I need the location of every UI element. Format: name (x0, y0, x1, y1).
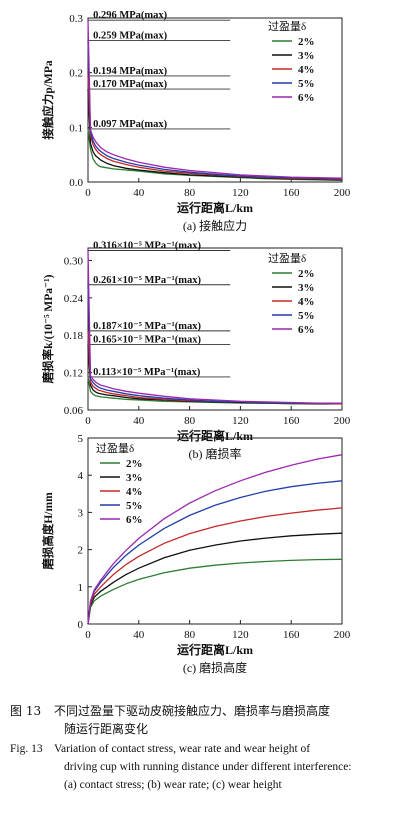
caption-cn-text-2: 随运行距离变化 (64, 722, 149, 736)
x-axis-label: 运行距离L/km (177, 200, 253, 215)
x-tick-label: 80 (184, 187, 196, 199)
series-line-5pct (87, 40, 343, 180)
chart-panel-2: 0 40 80 120 160 200 0.06 0.12 0.18 0.24 0.30 运行距离L/… (41, 240, 351, 461)
caption-english: Fig. 13 Variation of contact stress, wear… (10, 740, 402, 794)
x-tick-label: 200 (334, 629, 351, 641)
caption-cn-label: 图 13 (10, 704, 42, 718)
panel-caption: (b) 磨损率 (189, 446, 242, 461)
x-tick-label: 0 (85, 415, 91, 427)
x-tick-label: 160 (283, 629, 300, 641)
caption-chinese: 图 13 不同过盈量下驱动皮碗接触应力、磨损率与磨损高度 随运行距离变化 (10, 702, 402, 738)
chart-panel-1: 0 40 80 120 160 200 0.0 0.1 0.2 0.3 运行距离L/km 接触应力p/… (41, 10, 351, 233)
legend-title: 过盈量δ (268, 252, 306, 265)
max-annotation: 0.187×10⁻⁵ MPa⁻¹(max) (93, 321, 201, 332)
max-annotation: 0.097 MPa(max) (93, 119, 168, 130)
plot-frame (87, 437, 343, 625)
x-tick-label: 40 (133, 187, 145, 199)
legend-label: 5% (126, 500, 143, 512)
legend-label: 6% (126, 514, 143, 526)
x-tick-label: 120 (232, 187, 249, 199)
y-tick-label: 0.1 (69, 122, 83, 134)
y-tick-label: 0.12 (64, 368, 83, 380)
legend-label: 4% (298, 296, 315, 308)
y-axis-label: 磨损高度H/mm (41, 492, 55, 571)
chart-panel-3: 0 40 80 120 160 200 0 1 2 3 4 5 运行距离L/km 磨损高度H/mm (c) … (41, 433, 351, 675)
series-line-3pct (87, 532, 343, 625)
x-axis-label: 运行距离L/km (177, 428, 253, 443)
y-tick-label: 0.18 (64, 330, 84, 342)
y-tick-label: 5 (78, 433, 84, 445)
legend-label: 2% (298, 268, 315, 280)
legend-label: 6% (298, 324, 315, 336)
legend-label: 2% (126, 458, 143, 470)
legend-label: 4% (126, 486, 143, 498)
y-tick-label: 0.06 (64, 405, 84, 417)
caption-cn-text: 不同过盈量下驱动皮碗接触应力、磨损率与磨损高度 (54, 704, 331, 718)
max-annotation: 0.170 MPa(max) (93, 79, 168, 90)
x-tick-label: 40 (133, 629, 145, 641)
y-tick-label: 0.3 (69, 13, 83, 25)
max-annotation: 0.259 MPa(max) (93, 30, 168, 41)
series-line-2pct (87, 558, 343, 625)
legend-label: 5% (298, 78, 315, 90)
y-tick-label: 0.0 (69, 177, 83, 189)
y-tick-label: 3 (78, 507, 84, 519)
series-line-4pct (87, 507, 343, 625)
x-tick-label: 200 (334, 187, 351, 199)
legend-title: 过盈量δ (96, 442, 134, 455)
x-axis-label: 运行距离L/km (177, 642, 253, 657)
plot-frame (87, 247, 343, 411)
caption-en-text-3: (a) contact stress; (b) wear rate; (c) w… (64, 779, 282, 791)
y-tick-label: 4 (78, 470, 84, 482)
x-tick-label: 160 (283, 187, 300, 199)
x-tick-label: 40 (133, 415, 145, 427)
caption-en-label: Fig. 13 (10, 743, 43, 755)
legend-label: 3% (126, 472, 143, 484)
x-tick-label: 200 (334, 415, 351, 427)
max-annotation: 0.113×10⁻⁵ MPa⁻¹(max) (93, 367, 201, 378)
y-tick-label: 1 (78, 582, 84, 594)
max-annotation: 0.165×10⁻⁵ MPa⁻¹(max) (93, 335, 201, 346)
y-tick-label: 0.30 (64, 255, 84, 267)
panel-caption: (a) 接触应力 (183, 218, 247, 233)
y-axis-label: 磨损率k/(10⁻⁵ MPa⁻¹) (41, 274, 55, 384)
x-tick-label: 80 (184, 415, 196, 427)
y-tick-label: 0.24 (64, 293, 84, 305)
x-tick-label: 120 (232, 629, 249, 641)
max-annotation: 0.194 MPa(max) (93, 66, 168, 77)
series-line-6pct (87, 454, 343, 625)
figure-13: 0 40 80 120 160 2000.00.10.20.3运行距离L/km接触应力p/… (41, 10, 351, 675)
panel-caption: (c) 磨损高度 (183, 660, 247, 675)
x-tick-label: 160 (283, 415, 300, 427)
x-tick-label: 0 (85, 187, 91, 199)
legend-title: 过盈量δ (268, 20, 306, 33)
legend-label: 6% (298, 92, 315, 104)
max-annotation: 0.316×10⁻⁵ MPa⁻¹(max) (93, 240, 201, 251)
legend-label: 2% (298, 36, 315, 48)
y-tick-label: 0 (78, 619, 84, 631)
max-annotation: 0.261×10⁻⁵ MPa⁻¹(max) (93, 275, 201, 286)
legend-label: 5% (298, 310, 315, 322)
legend-label: 3% (298, 282, 315, 294)
series-line-6pct (87, 20, 343, 179)
legend-label: 4% (298, 64, 315, 76)
caption-en-text-2: driving cup with running distance under … (64, 761, 352, 773)
x-tick-label: 80 (184, 629, 196, 641)
series-line-5pct (87, 480, 343, 625)
caption-en-text: Variation of contact stress, wear rate a… (54, 743, 311, 755)
x-tick-label: 120 (232, 415, 249, 427)
series-line-6pct (87, 250, 342, 404)
y-tick-label: 2 (78, 545, 84, 557)
legend-label: 3% (298, 50, 315, 62)
y-axis-label: 接触应力p/MPa (41, 60, 55, 139)
y-tick-label: 0.2 (69, 68, 83, 80)
max-annotation: 0.296 MPa(max) (93, 10, 168, 21)
x-tick-label: 0 (85, 629, 91, 641)
